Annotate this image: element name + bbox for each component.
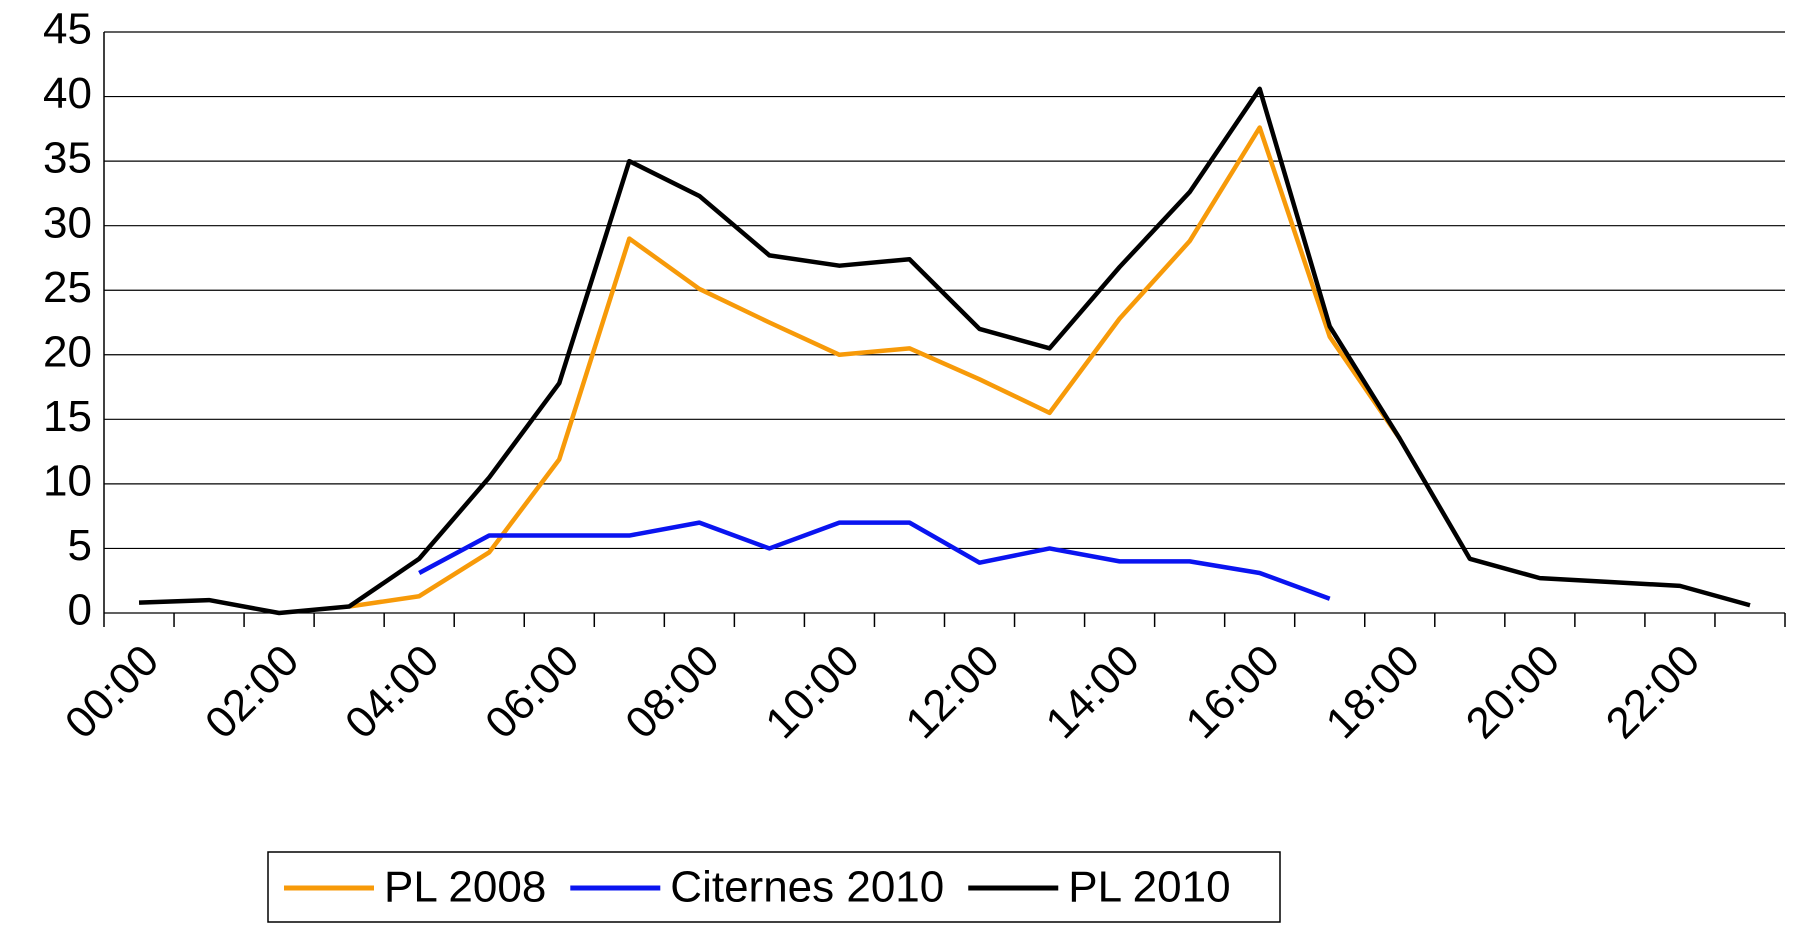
x-tick-label: 10:00 bbox=[756, 636, 869, 749]
legend-box bbox=[267, 851, 1281, 923]
y-tick-label: 25 bbox=[43, 263, 92, 312]
x-tick-label: 02:00 bbox=[196, 636, 309, 749]
y-tick-label: 5 bbox=[68, 521, 92, 570]
x-tick-label: 06:00 bbox=[476, 636, 589, 749]
y-tick-label: 20 bbox=[43, 327, 92, 376]
y-tick-label: 0 bbox=[68, 586, 92, 635]
series-line bbox=[418, 520, 1331, 601]
legend-label: PL 2010 bbox=[1068, 863, 1230, 912]
y-tick-label: 40 bbox=[43, 69, 92, 118]
legend-label: Citernes 2010 bbox=[670, 863, 944, 912]
x-tick-label: 22:00 bbox=[1597, 636, 1710, 749]
x-tick-label: 16:00 bbox=[1176, 636, 1289, 749]
series-line bbox=[348, 125, 1402, 609]
x-tick-label: 12:00 bbox=[896, 636, 1009, 749]
y-tick-label: 15 bbox=[43, 392, 92, 441]
x-tick-label: 18:00 bbox=[1317, 636, 1430, 749]
x-tick-label: 00:00 bbox=[56, 636, 169, 749]
x-tick-label: 08:00 bbox=[616, 636, 729, 749]
y-tick-label: 30 bbox=[43, 198, 92, 247]
y-tick-label: 35 bbox=[43, 134, 92, 183]
y-tick-label: 10 bbox=[43, 457, 92, 506]
legend-label: PL 2008 bbox=[384, 863, 546, 912]
x-tick-label: 20:00 bbox=[1457, 636, 1570, 749]
series-line bbox=[138, 86, 1751, 616]
y-tick-label: 45 bbox=[43, 5, 92, 54]
x-tick-label: 14:00 bbox=[1036, 636, 1149, 749]
x-tick-label: 04:00 bbox=[336, 636, 449, 749]
